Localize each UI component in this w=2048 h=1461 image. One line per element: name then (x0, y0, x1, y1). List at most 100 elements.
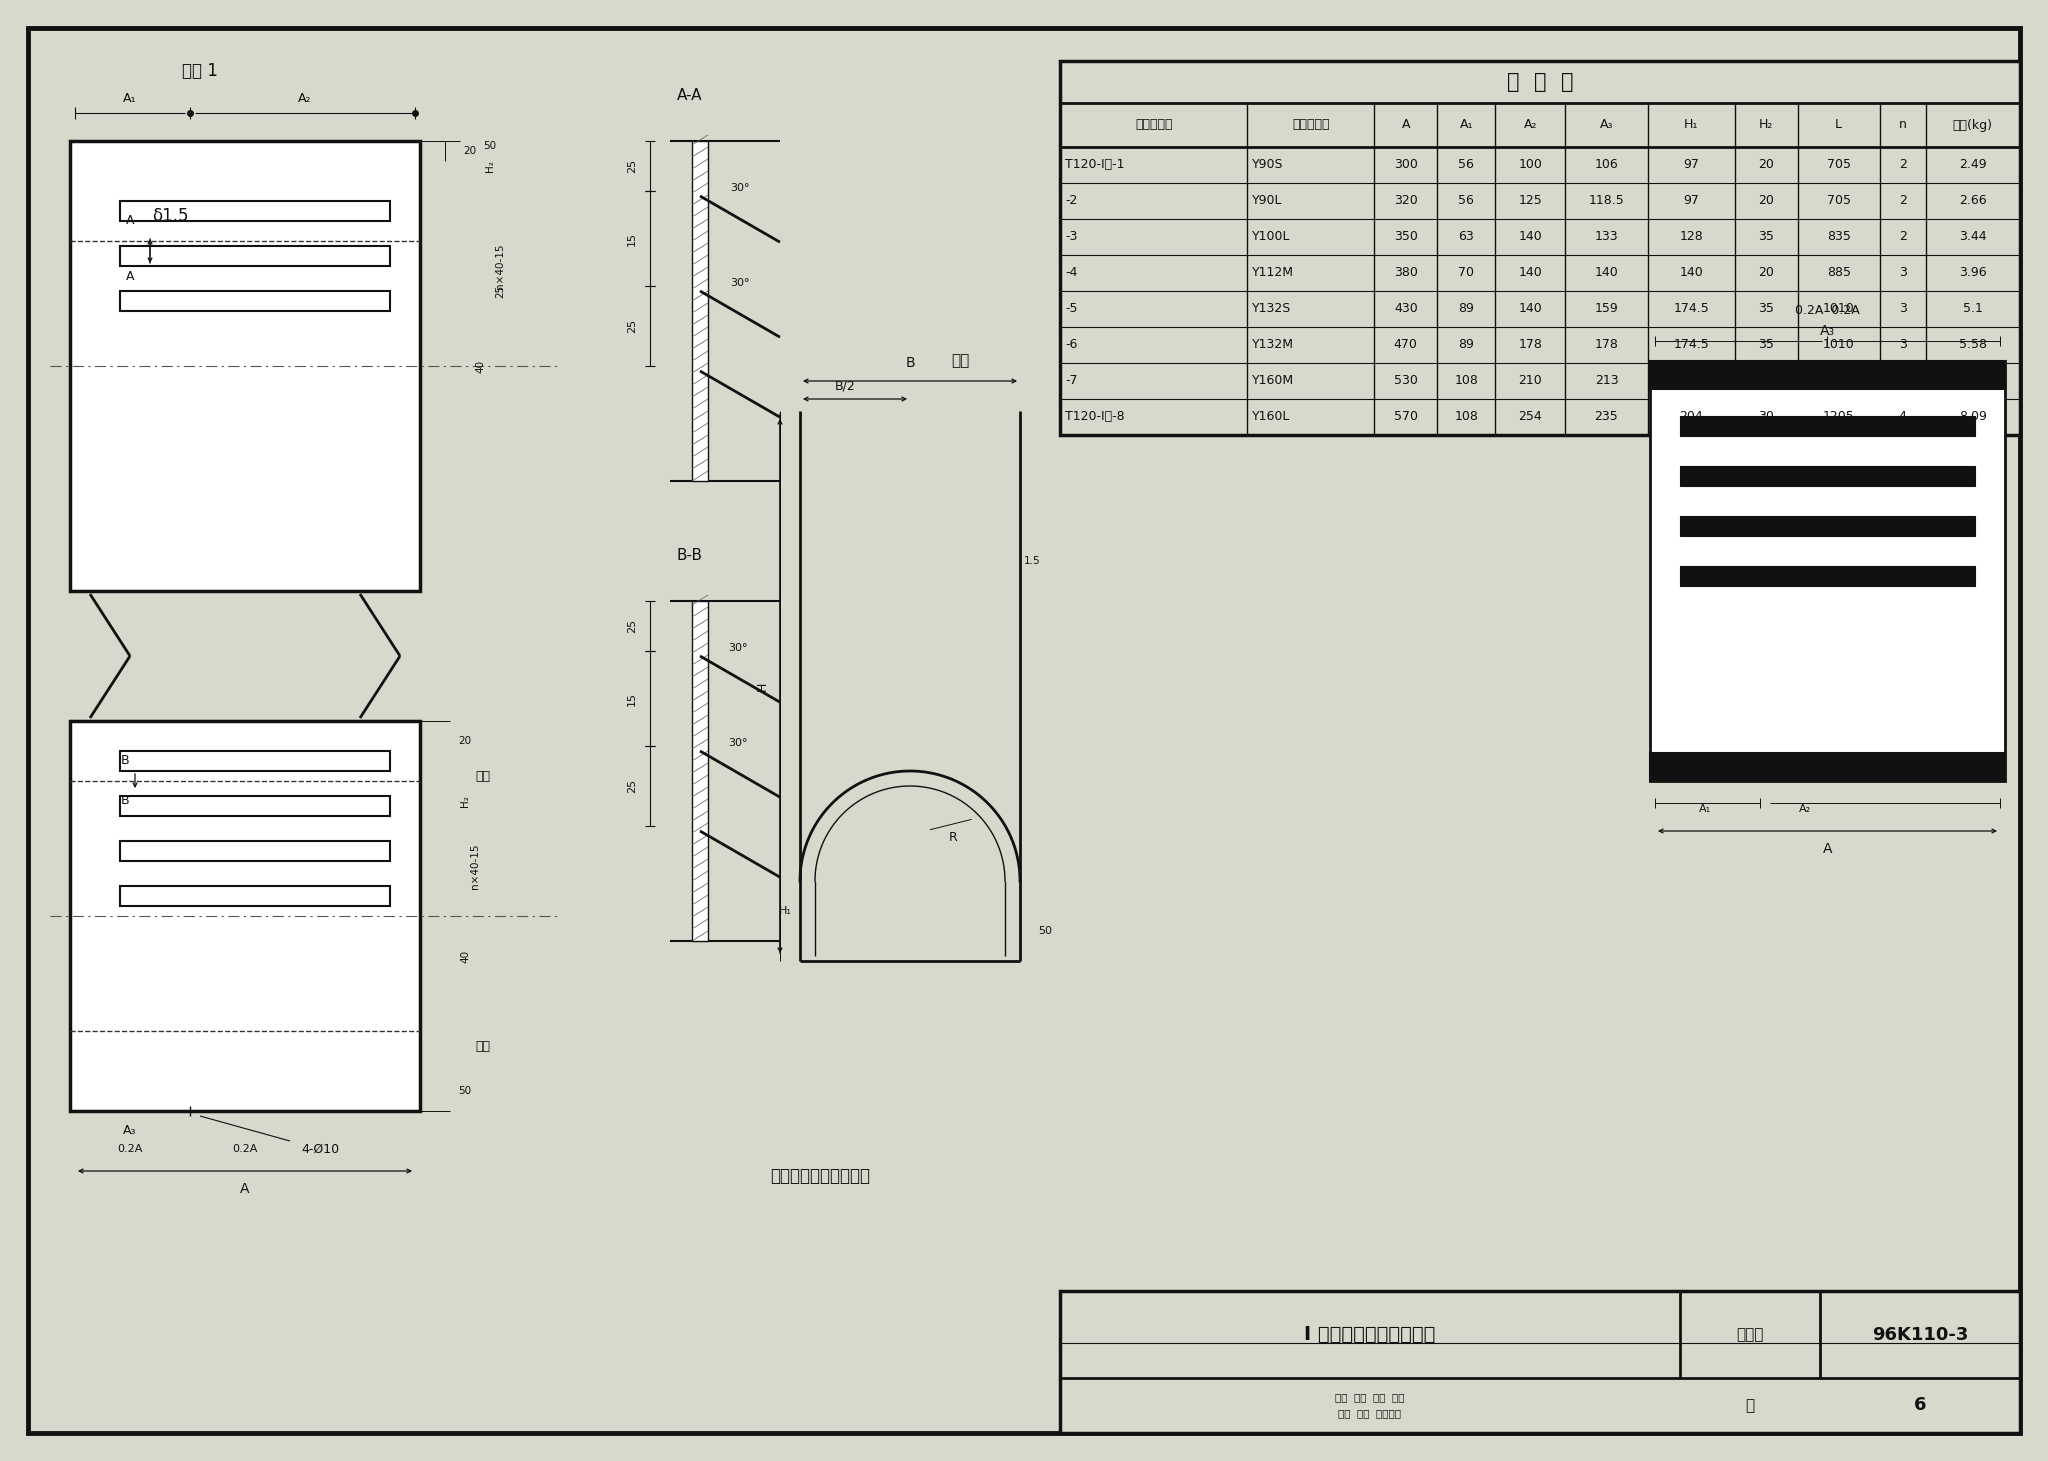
Text: 97: 97 (1683, 158, 1700, 171)
Bar (70, 720, 420, 1110)
Text: 835: 835 (1827, 231, 1851, 244)
Bar (1651, 361, 2005, 389)
Text: 56: 56 (1458, 158, 1475, 171)
Text: 30: 30 (1757, 411, 1774, 424)
Text: 30°: 30° (731, 278, 750, 288)
Text: 4-Ø10: 4-Ø10 (301, 1143, 340, 1156)
Bar (1679, 565, 1974, 586)
Text: δ1.5: δ1.5 (152, 207, 188, 225)
Text: 5.1: 5.1 (1962, 302, 1982, 316)
Text: A₁: A₁ (1700, 804, 1710, 814)
Text: 470: 470 (1395, 339, 1417, 352)
Text: B: B (121, 754, 129, 767)
Text: 89: 89 (1458, 302, 1475, 316)
Text: 25: 25 (627, 318, 637, 333)
Text: 213: 213 (1595, 374, 1618, 387)
Text: 20: 20 (1757, 158, 1774, 171)
Text: 1010: 1010 (1823, 302, 1855, 316)
Text: 1.5: 1.5 (1024, 557, 1040, 565)
Text: 页: 页 (1745, 1398, 1755, 1413)
Bar (121, 245, 389, 266)
Text: 204: 204 (1679, 374, 1704, 387)
Text: 图集号: 图集号 (1737, 1327, 1763, 1343)
Text: Y100L: Y100L (1253, 231, 1290, 244)
Text: A: A (125, 215, 135, 228)
Text: 6: 6 (1913, 1397, 1927, 1414)
Text: 174.5: 174.5 (1673, 302, 1708, 316)
Text: 63: 63 (1458, 231, 1475, 244)
Text: 所有加工边需去除毛刺: 所有加工边需去除毛刺 (770, 1167, 870, 1185)
Text: 140: 140 (1518, 302, 1542, 316)
Text: 89: 89 (1458, 339, 1475, 352)
Text: 204: 204 (1679, 411, 1704, 424)
Text: 3: 3 (1898, 339, 1907, 352)
Text: A₃: A₃ (1599, 118, 1614, 131)
Text: -6: -6 (1065, 339, 1077, 352)
Text: -7: -7 (1065, 374, 1077, 387)
Text: 40: 40 (475, 359, 485, 373)
Text: 25: 25 (496, 285, 506, 298)
Text: 380: 380 (1395, 266, 1417, 279)
Text: H₁: H₁ (1683, 118, 1698, 131)
Text: 电动机型号: 电动机型号 (1292, 118, 1329, 131)
Text: 300: 300 (1395, 158, 1417, 171)
Bar (121, 751, 389, 771)
Text: R: R (948, 831, 958, 844)
Text: 108: 108 (1454, 374, 1479, 387)
Text: 0.2A: 0.2A (117, 1144, 143, 1154)
Text: 50: 50 (1038, 926, 1053, 937)
Text: 折线: 折线 (475, 770, 489, 783)
Text: 2: 2 (1898, 231, 1907, 244)
Text: 178: 178 (1518, 339, 1542, 352)
Text: 20: 20 (1757, 194, 1774, 207)
Text: 430: 430 (1395, 302, 1417, 316)
Bar (1061, 1292, 2019, 1433)
Bar (121, 796, 389, 817)
Bar (1679, 466, 1974, 487)
Text: 140: 140 (1518, 231, 1542, 244)
Bar (121, 202, 389, 221)
Text: 100: 100 (1518, 158, 1542, 171)
Text: 133: 133 (1595, 231, 1618, 244)
Text: 4: 4 (1898, 374, 1907, 387)
Text: 128: 128 (1679, 231, 1704, 244)
Text: 118.5: 118.5 (1589, 194, 1624, 207)
Text: 监理  设计  制作单位: 监理 设计 制作单位 (1339, 1408, 1401, 1419)
Text: A₃: A₃ (123, 1125, 137, 1138)
Text: 25: 25 (627, 619, 637, 633)
Text: 2: 2 (1898, 194, 1907, 207)
Text: 3: 3 (1898, 302, 1907, 316)
Text: 4: 4 (1898, 411, 1907, 424)
Bar (1651, 361, 2005, 389)
Text: -2: -2 (1065, 194, 1077, 207)
Text: 178: 178 (1595, 339, 1618, 352)
Text: 350: 350 (1395, 231, 1417, 244)
Text: 40: 40 (461, 950, 469, 963)
Text: 15: 15 (627, 231, 637, 245)
Text: T120-I型-1: T120-I型-1 (1065, 158, 1124, 171)
Bar (1651, 752, 2005, 782)
Text: n×40-15: n×40-15 (496, 243, 506, 289)
Text: 35: 35 (1757, 339, 1774, 352)
Text: 30: 30 (1757, 374, 1774, 387)
Text: 705: 705 (1827, 158, 1851, 171)
Text: 7.53: 7.53 (1958, 374, 1987, 387)
Bar (121, 291, 389, 311)
Text: 2: 2 (1898, 158, 1907, 171)
Text: H₂: H₂ (1759, 118, 1774, 131)
Text: 20: 20 (463, 146, 477, 156)
Text: 1205: 1205 (1823, 411, 1855, 424)
Bar (1061, 61, 2019, 435)
Bar (1679, 516, 1974, 536)
Text: 30°: 30° (731, 183, 750, 193)
Text: Y160L: Y160L (1253, 411, 1290, 424)
Text: B: B (121, 795, 129, 808)
Text: 35: 35 (1757, 302, 1774, 316)
Text: 70: 70 (1458, 266, 1475, 279)
Text: 1205: 1205 (1823, 374, 1855, 387)
Text: Y90S: Y90S (1253, 158, 1284, 171)
Text: L: L (1835, 118, 1841, 131)
Text: n×40-15: n×40-15 (469, 843, 479, 888)
Text: 50: 50 (459, 1086, 471, 1096)
Bar (1679, 466, 1974, 487)
